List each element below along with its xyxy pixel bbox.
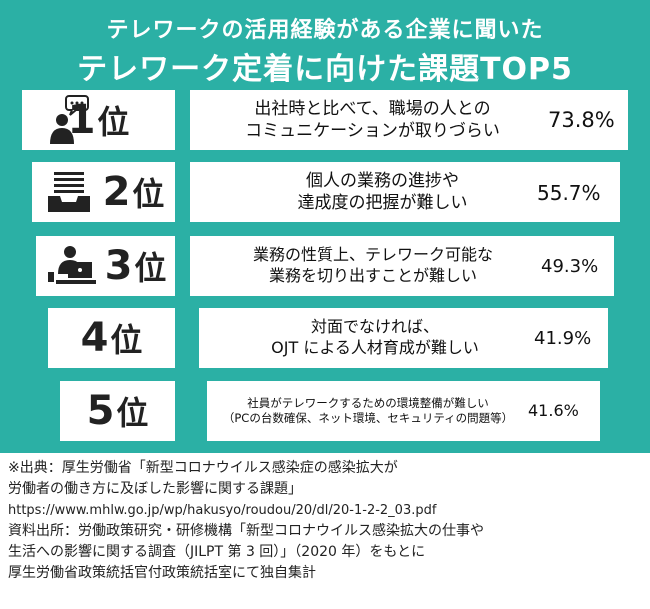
rank-suffix: 位 (110, 321, 143, 359)
source-line: 資料出所：労働政策研究・研修機構「新型コロナウイルス感染拡大の仕事や (8, 523, 484, 539)
rank-1-percent: 73.8% (548, 108, 615, 132)
rank-4-percent: 41.9% (534, 328, 592, 349)
title-line-1: テレワークの活用経験がある企業に聞いた (106, 18, 544, 43)
person-at-laptop-icon (48, 246, 96, 284)
rank-4-description: 対面でなければ、 OJT による人材育成が難しい (240, 308, 510, 368)
rank-number: 5 (86, 388, 115, 434)
description-line-1: 出社時と比べて、職場の人との (254, 98, 491, 119)
rank-suffix: 位 (132, 175, 165, 213)
person-speech-bubble-icon (50, 95, 89, 144)
rank-suffix: 位 (134, 249, 167, 287)
description-line-1: 個人の業務の進捗や (306, 170, 459, 191)
source-url: https://www.mhlw.go.jp/wp/hakusyo/roudou… (8, 503, 437, 518)
rank-3-description: 業務の性質上、テレワーク可能な 業務を切り出すことが難しい (238, 236, 508, 296)
rank-suffix: 位 (116, 394, 149, 432)
rank-number: 4 (80, 315, 109, 361)
description-line-2: 達成度の把握が難しい (297, 193, 468, 213)
description-line-2: （PCの台数確保、ネット環境、セキュリティの問題等） (222, 411, 514, 425)
rank-1-description: 出社時と比べて、職場の人との コミュニケーションが取りづらい (205, 90, 540, 150)
description-line-1: 対面でなければ、 (310, 317, 439, 337)
rank-5-detail (207, 381, 600, 441)
title-line-2: テレワーク定着に向けた課題TOP5 (77, 52, 573, 87)
rank-5-description: 社員がテレワークするための環境整備が難しい （PCの台数確保、ネット環境、セキュリ… (212, 381, 524, 441)
rank-3-detail (190, 236, 614, 296)
rank-5-percent: 41.6% (528, 401, 579, 420)
source-line: 厚生労働省政策統括官付政策統括室にて独自集計 (8, 565, 316, 581)
source-line: 生活への影響に関する調査（JILPT 第 3 回）」（2020 年）をもとに (8, 544, 426, 560)
description-line-1: 業務の性質上、テレワーク可能な (252, 245, 493, 265)
description-line-2: 業務を切り出すことが難しい (268, 266, 477, 285)
source-notes: ※出典：厚生労働省「新型コロナウイルス感染症の感染拡大が 労働者の働き方に及ぼし… (8, 458, 644, 584)
description-line-1: 社員がテレワークするための環境整備が難しい (247, 396, 489, 411)
source-line: ※出典：厚生労働省「新型コロナウイルス感染症の感染拡大が (8, 460, 398, 476)
rank-2-description: 個人の業務の進捗や 達成度の把握が難しい (250, 162, 515, 222)
rank-4-detail (199, 308, 608, 368)
rank-number: 2 (102, 169, 131, 215)
rank-3-percent: 49.3% (541, 256, 599, 277)
rank-2-percent: 55.7% (537, 181, 601, 205)
rank-number: 3 (104, 243, 133, 289)
description-line-2: コミュニケーションが取りづらい (245, 121, 500, 141)
document-tray-icon (48, 172, 90, 212)
description-line-2: OJT による人材育成が難しい (271, 338, 479, 357)
rank-1-detail (190, 90, 628, 150)
rank-2-detail (190, 162, 620, 222)
rank-suffix: 位 (97, 103, 130, 141)
source-line: 労働者の働き方に及ぼした影響に関する課題」 (8, 481, 302, 497)
